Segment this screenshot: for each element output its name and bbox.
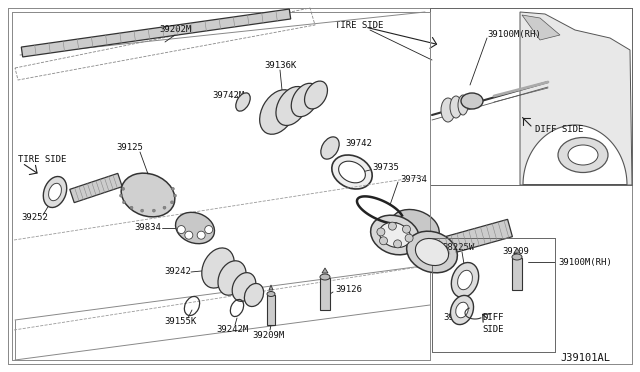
Circle shape	[185, 231, 193, 239]
Ellipse shape	[406, 231, 458, 273]
Ellipse shape	[451, 263, 479, 298]
Text: 38225W: 38225W	[442, 244, 474, 253]
Text: 39242: 39242	[164, 267, 191, 276]
Text: 39209: 39209	[502, 247, 529, 257]
Text: DIFF SIDE: DIFF SIDE	[535, 125, 584, 135]
Text: 39100M(RH): 39100M(RH)	[558, 257, 612, 266]
Circle shape	[394, 240, 402, 248]
Circle shape	[130, 206, 133, 209]
Polygon shape	[520, 12, 632, 185]
Text: TIRE SIDE: TIRE SIDE	[18, 155, 67, 164]
Circle shape	[173, 194, 177, 197]
Polygon shape	[522, 15, 560, 40]
Text: TIRE SIDE: TIRE SIDE	[335, 20, 383, 29]
Ellipse shape	[456, 302, 468, 318]
Ellipse shape	[512, 254, 522, 260]
Circle shape	[377, 228, 385, 236]
Ellipse shape	[450, 96, 462, 118]
Polygon shape	[514, 248, 520, 253]
Circle shape	[141, 209, 143, 212]
Text: 39752: 39752	[444, 314, 470, 323]
Circle shape	[122, 187, 125, 190]
Text: 39742: 39742	[345, 138, 372, 148]
Text: 39126: 39126	[335, 285, 362, 295]
Polygon shape	[269, 285, 273, 290]
Ellipse shape	[121, 173, 175, 217]
Circle shape	[170, 201, 173, 204]
Text: J39101AL: J39101AL	[560, 353, 610, 363]
Ellipse shape	[49, 183, 61, 201]
Text: 39834: 39834	[134, 224, 161, 232]
Ellipse shape	[44, 176, 67, 208]
Ellipse shape	[202, 248, 234, 288]
Circle shape	[152, 209, 156, 212]
Text: 39734: 39734	[400, 176, 427, 185]
Text: DIFF: DIFF	[483, 314, 504, 323]
Text: 39136K: 39136K	[264, 61, 296, 70]
Text: SIDE: SIDE	[483, 326, 504, 334]
Ellipse shape	[218, 261, 246, 295]
Circle shape	[205, 225, 212, 234]
Text: 39242M: 39242M	[216, 326, 248, 334]
Circle shape	[177, 225, 185, 234]
Ellipse shape	[175, 212, 214, 244]
Ellipse shape	[244, 283, 264, 307]
Ellipse shape	[291, 83, 319, 117]
Polygon shape	[523, 125, 627, 185]
Text: 39155K: 39155K	[164, 317, 196, 327]
Ellipse shape	[451, 295, 474, 325]
Polygon shape	[436, 219, 513, 257]
Ellipse shape	[441, 98, 455, 122]
Polygon shape	[322, 268, 328, 273]
Polygon shape	[320, 278, 330, 310]
Text: 39742M: 39742M	[212, 90, 244, 99]
Ellipse shape	[320, 274, 330, 280]
Ellipse shape	[339, 161, 365, 183]
Ellipse shape	[558, 138, 608, 173]
Ellipse shape	[260, 90, 296, 134]
Ellipse shape	[236, 93, 250, 111]
Circle shape	[380, 237, 387, 245]
Circle shape	[405, 234, 413, 242]
Circle shape	[120, 194, 122, 197]
Text: 39100M(RH): 39100M(RH)	[487, 31, 541, 39]
Ellipse shape	[321, 137, 339, 159]
Ellipse shape	[371, 215, 419, 255]
Ellipse shape	[380, 222, 411, 247]
Circle shape	[388, 222, 396, 230]
Ellipse shape	[267, 292, 275, 296]
Ellipse shape	[391, 209, 439, 247]
Circle shape	[403, 225, 410, 233]
Polygon shape	[21, 9, 291, 57]
Text: 39202M: 39202M	[159, 26, 191, 35]
Text: 39125: 39125	[116, 144, 143, 153]
Circle shape	[163, 206, 166, 209]
Polygon shape	[267, 295, 275, 325]
Ellipse shape	[461, 93, 483, 109]
Circle shape	[172, 187, 174, 190]
Ellipse shape	[458, 270, 472, 290]
Ellipse shape	[276, 87, 308, 125]
Text: 39735: 39735	[372, 164, 399, 173]
Polygon shape	[512, 258, 522, 290]
Circle shape	[122, 201, 125, 204]
Ellipse shape	[332, 155, 372, 189]
Ellipse shape	[305, 81, 328, 109]
Text: 39209M: 39209M	[252, 330, 284, 340]
Ellipse shape	[458, 95, 468, 115]
Ellipse shape	[232, 273, 256, 301]
Text: 39252: 39252	[22, 214, 49, 222]
Polygon shape	[70, 173, 122, 203]
Ellipse shape	[415, 238, 449, 266]
Ellipse shape	[568, 145, 598, 165]
Circle shape	[197, 231, 205, 239]
